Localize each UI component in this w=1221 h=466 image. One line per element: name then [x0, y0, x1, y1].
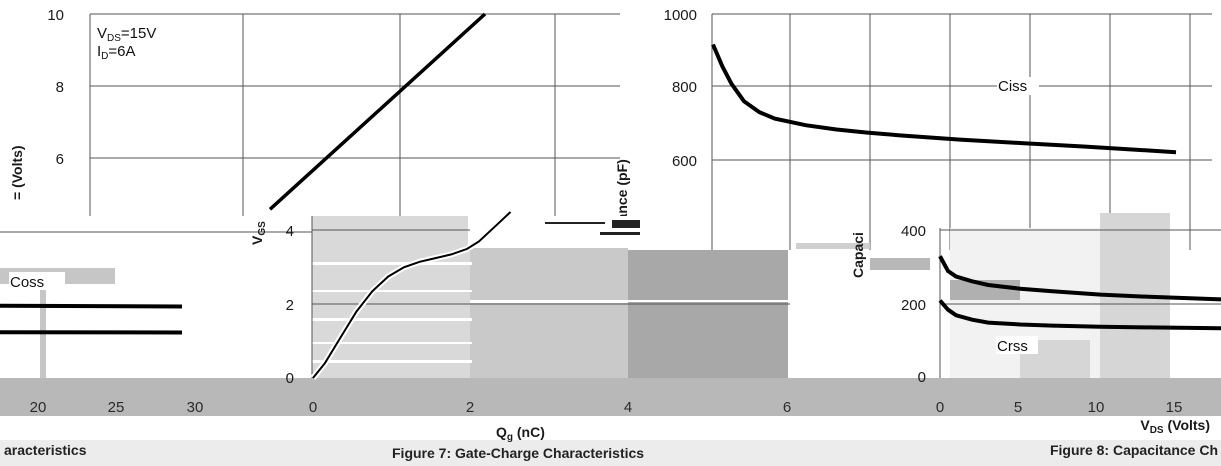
capacitance-top-chart: 1000 800 600 itance (pF) Ciss — [614, 7, 1212, 250]
band-white — [0, 216, 312, 234]
gate-charge-top-chart: 10 8 6 = (Volts) VDS=15V ID=6A — [9, 7, 620, 216]
figure-captions: aracteristics Figure 7: Gate-Charge Char… — [4, 442, 1218, 461]
gate-charge-bottom-chart: 4 2 0 VGS 0 2 4 6 Qg (nC) — [249, 209, 791, 443]
band-stripe — [312, 318, 472, 321]
y-axis-label-fragment: itance (pF) — [614, 159, 630, 230]
y-axis-label-fragment: = (Volts) — [9, 145, 25, 200]
y-tick-label: 8 — [56, 79, 64, 96]
caption-right: Figure 8: Capacitance Ch — [1050, 442, 1218, 458]
series-line — [268, 12, 487, 211]
band-stripe — [600, 232, 640, 235]
band-block — [312, 216, 470, 378]
x-tick-label: 10 — [1088, 399, 1105, 416]
band-stripe — [312, 290, 472, 292]
y-tick-label: 600 — [672, 153, 697, 170]
caption-center: Figure 7: Gate-Charge Characteristics — [392, 445, 644, 461]
x-tick-label: 6 — [783, 399, 791, 416]
capacitance-bottom-chart: 400 200 0 Capaci Crss 0 5 10 15 VDS (Vol… — [850, 223, 1221, 436]
y-tick-label: 4 — [286, 223, 294, 240]
crss-label: Crss — [997, 338, 1028, 355]
y-axis-label-fragment: Capaci — [850, 232, 866, 278]
caption-left: aracteristics — [4, 442, 87, 458]
x-tick-label: 25 — [108, 399, 125, 416]
x-axis-label: VDS (Volts) — [1140, 417, 1210, 436]
band-block — [870, 258, 930, 270]
plot-area — [90, 14, 620, 216]
band-block — [470, 248, 628, 378]
y-tick-label: 0 — [918, 369, 926, 386]
y-axis-label: VGS — [249, 221, 268, 245]
y-tick-label: 400 — [901, 223, 926, 240]
y-tick-label: 200 — [901, 297, 926, 314]
x-tick-label: 15 — [1166, 399, 1183, 416]
y-tick-label: 800 — [672, 79, 697, 96]
x-tick-label: 30 — [187, 399, 204, 416]
band-stripe — [470, 300, 628, 303]
band-stripe — [312, 360, 472, 363]
series-line-ciss — [711, 43, 1177, 155]
id-condition-label: ID=6A — [97, 43, 136, 62]
x-tick-label: 4 — [624, 399, 632, 416]
y-tick-label: 0 — [286, 370, 294, 387]
coss-label: Coss — [10, 274, 44, 291]
y-tick-label: 6 — [56, 151, 64, 168]
series-line-crss — [938, 299, 1221, 331]
band-stripe — [628, 300, 788, 302]
band-artifacts — [0, 213, 1221, 466]
vds-condition-label: VDS=15V — [97, 25, 156, 44]
band-stripe — [312, 262, 472, 265]
caption-strip — [0, 440, 1221, 466]
x-tick-label: 0 — [936, 399, 944, 416]
band-stripe — [312, 342, 472, 344]
x-tick-label: 20 — [30, 399, 47, 416]
label-backdrop — [996, 336, 1038, 354]
series-line-coss — [938, 255, 1221, 302]
x-axis-label: Qg (nC) — [496, 424, 545, 443]
band-stripe — [612, 220, 640, 228]
x-tick-label: 2 — [466, 399, 474, 416]
y-tick-label: 10 — [47, 7, 64, 24]
series-line-coss — [0, 303, 183, 309]
band-block — [796, 243, 870, 249]
y-tick-label: 2 — [286, 297, 294, 314]
x-tick-label: 5 — [1014, 399, 1022, 416]
series-line — [312, 211, 512, 379]
capacitance-left-fragment: Coss 20 25 30 — [0, 231, 312, 416]
label-backdrop — [9, 272, 65, 290]
plot-area — [712, 14, 1212, 250]
y-tick-label: 1000 — [664, 7, 697, 24]
band-stripe — [545, 222, 605, 224]
x-tick-label: 0 — [309, 399, 317, 416]
label-backdrop — [997, 77, 1039, 95]
band-block — [628, 250, 788, 378]
band-white — [788, 250, 938, 378]
ciss-label: Ciss — [998, 78, 1027, 95]
tick-label-band — [0, 378, 1221, 416]
